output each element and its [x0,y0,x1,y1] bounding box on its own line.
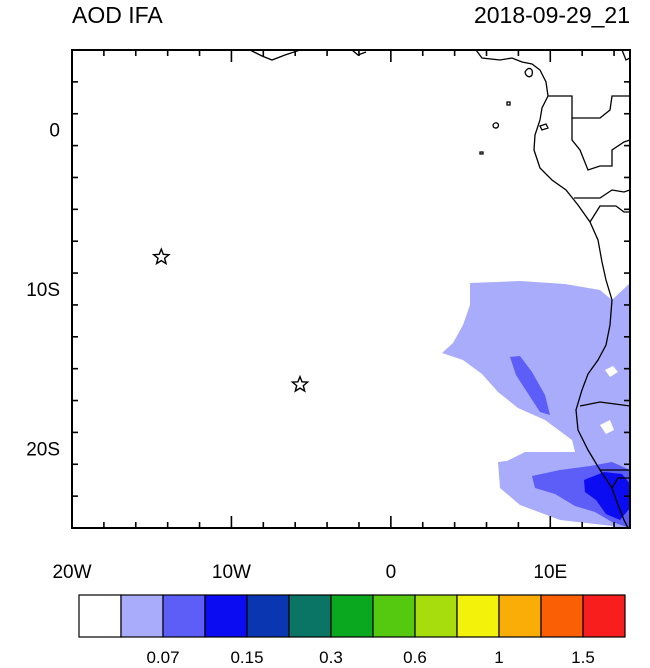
colorbar-swatch [330,594,374,638]
colorbar-swatch [246,594,290,638]
axis-ticks [71,49,630,529]
x-tick-label: 0 [386,562,397,583]
colorbar-swatch [498,594,542,638]
y-tick-label: 0 [49,121,60,142]
colorbar-label: 1.5 [571,648,595,667]
colorbar-label: 0.15 [230,648,264,667]
x-tick-label: 10E [533,562,567,583]
axis-tick-labels: 20W 10W 0 10E 0 10S 20S [26,121,567,583]
stations [151,247,310,393]
aod-gap [605,366,618,377]
colorbar-swatch [78,594,122,638]
x-tick-label: 20W [52,562,91,583]
colorbar-swatch [372,594,416,638]
y-tick-label: 20S [26,439,60,460]
colorbar-label: 0.3 [319,648,343,667]
plot-frame [71,49,631,529]
station-2-star-icon [290,374,310,393]
aod-shading [442,281,630,528]
x-tick-label: 10W [212,562,251,583]
aod-gap-2 [600,420,614,434]
colorbar-swatch [204,594,248,638]
colorbar-label: 1 [494,648,504,667]
coastlines [249,50,630,528]
colorbar-swatch [456,594,500,638]
colorbar-swatch [414,594,458,638]
colorbar-swatch [120,594,164,638]
colorbar-label: 0.07 [146,648,180,667]
colorbar-swatch [582,594,626,638]
y-tick-label: 10S [26,280,60,301]
colorbar-label: 0.6 [403,648,427,667]
map-title: AOD IFA [72,2,163,28]
aod-area-medium [510,356,550,415]
colorbar-swatch [540,594,584,638]
colorbar [78,594,626,638]
station-1-star-icon [151,247,171,266]
colorbar-swatch [288,594,332,638]
colorbar-swatch [162,594,206,638]
map-datetime: 2018-09-29_21 [473,2,630,28]
